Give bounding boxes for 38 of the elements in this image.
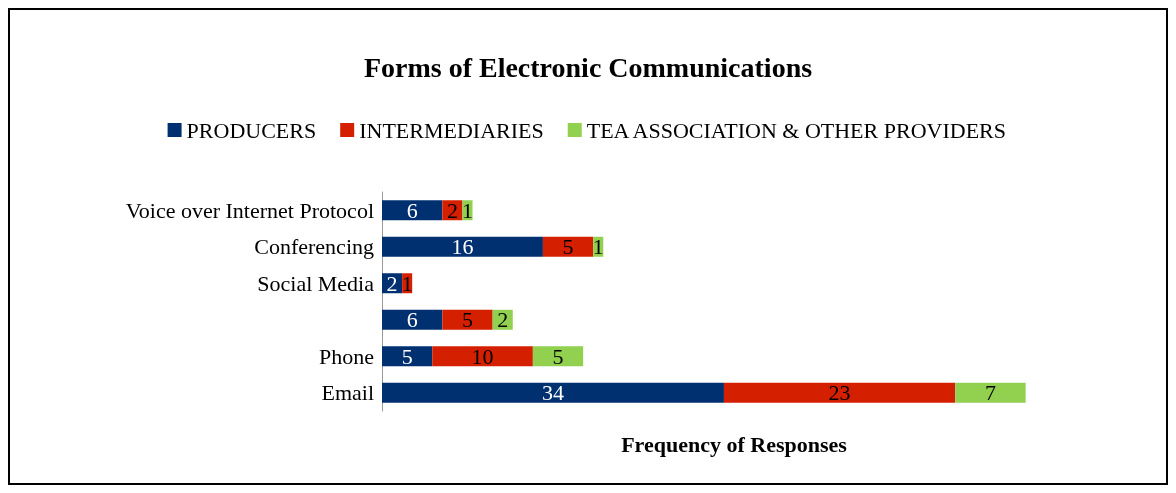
- y-tick-label: Social Media: [257, 270, 375, 296]
- data-label: 16: [451, 234, 474, 260]
- y-tick-label: Voice over Internet Protocol: [125, 197, 374, 223]
- bar: [542, 236, 594, 257]
- legend-label: TEA ASSOCIATION & OTHER PROVIDERS: [586, 117, 1006, 143]
- bar: [442, 309, 493, 330]
- data-label: 5: [401, 343, 413, 369]
- chart-title: Forms of Electronic Communications: [363, 51, 813, 83]
- bar: [723, 382, 956, 403]
- data-label: 2: [497, 307, 509, 333]
- data-label: 5: [562, 234, 574, 260]
- bar: [432, 346, 533, 367]
- data-label: 23: [828, 380, 851, 406]
- bar: [532, 346, 584, 367]
- data-label: 1: [592, 234, 604, 260]
- bar: [382, 346, 433, 367]
- data-label: 1: [461, 197, 473, 223]
- legend-label: INTERMEDIARIES: [359, 117, 544, 143]
- bar: [382, 309, 443, 330]
- y-tick-label: Phone: [319, 343, 374, 369]
- y-tick-label: Conferencing: [254, 234, 374, 260]
- data-label: 5: [552, 343, 564, 369]
- bar: [382, 200, 443, 221]
- bar: [955, 382, 1026, 403]
- data-label: 2: [386, 270, 398, 296]
- bar: [382, 382, 724, 403]
- data-label: 7: [984, 380, 996, 406]
- legend-label: PRODUCERS: [186, 117, 317, 143]
- data-label: 5: [461, 307, 473, 333]
- data-label: 10: [471, 343, 494, 369]
- x-axis-title: Frequency of Responses: [621, 431, 848, 457]
- y-tick-label: Email: [321, 380, 374, 406]
- bar: [382, 236, 543, 257]
- data-label: 34: [541, 380, 564, 406]
- data-label: 2: [446, 197, 458, 223]
- data-label: 6: [406, 307, 418, 333]
- data-label: 6: [406, 197, 418, 223]
- data-label: 1: [401, 270, 413, 296]
